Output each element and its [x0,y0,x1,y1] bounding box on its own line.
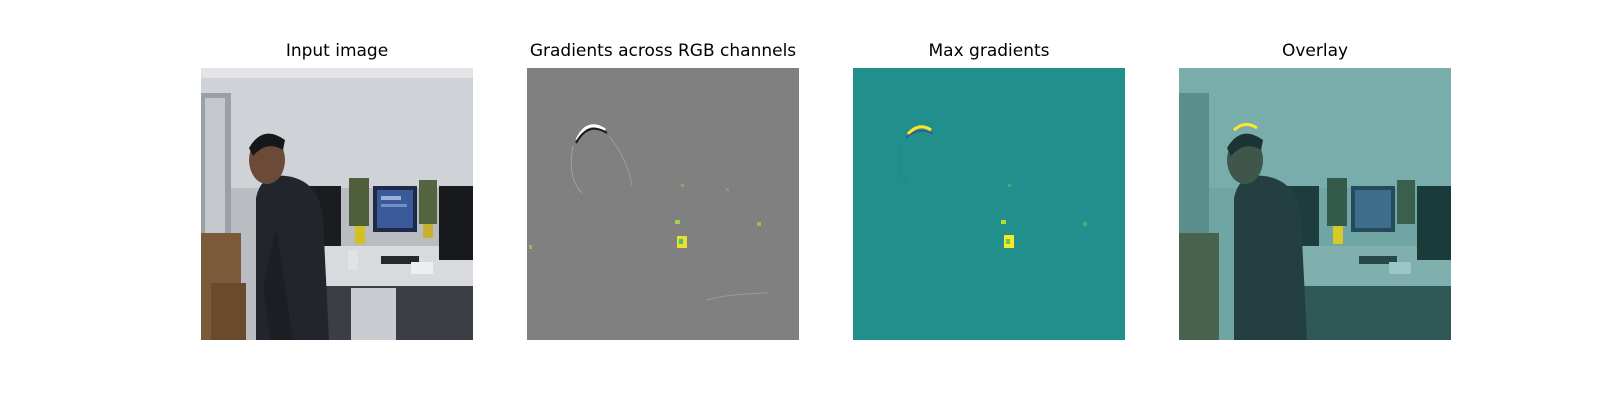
panel-title: Gradients across RGB channels [529,41,797,61]
overlay-image [1179,68,1451,340]
panel-title: Max gradients [928,41,1050,61]
input-image [201,68,473,340]
max-gradients-image [853,68,1125,340]
panel-max-gradients: Max gradients [853,0,1125,400]
panel-gradients-rgb: Gradients across RGB channels [527,0,799,400]
panel-title: Overlay [1281,41,1349,61]
office-scene [201,68,473,340]
panel-overlay: Overlay [1179,0,1451,400]
overlay-scene [1179,68,1451,340]
panel-input-image: Input image [201,0,473,400]
panel-title: Input image [285,41,389,61]
max-gradient-map [853,68,1125,340]
gradients-rgb-image [527,68,799,340]
rgb-gradient-map [527,68,799,340]
